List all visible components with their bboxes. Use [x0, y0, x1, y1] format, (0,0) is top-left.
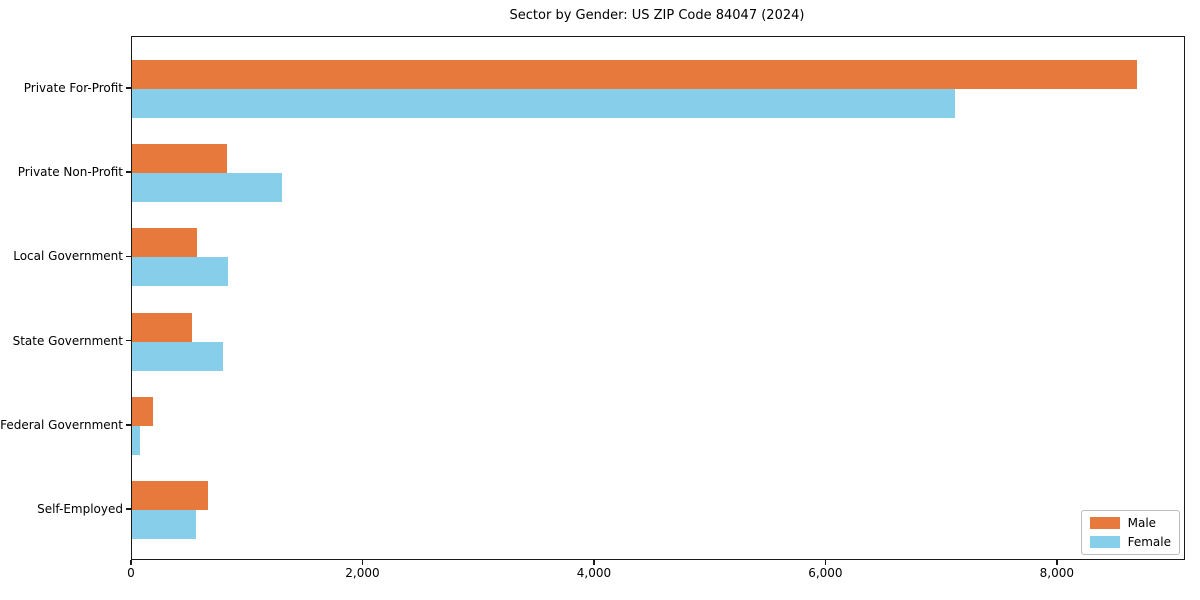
- bar-male-federal-government: [132, 396, 153, 426]
- legend: Male Female: [1080, 510, 1180, 555]
- bar-female-self-employed: [132, 510, 196, 539]
- bar-male-state-government: [132, 312, 193, 342]
- category-label: Private Non-Profit: [17, 165, 123, 180]
- x-tick-label: 0: [127, 566, 135, 580]
- bar-female-private-non-profit: [132, 173, 283, 203]
- x-tick-label: 2,000: [345, 566, 380, 580]
- y-tick-mark: [125, 87, 131, 89]
- category-label: Local Government: [13, 249, 123, 264]
- y-tick-mark: [125, 424, 131, 426]
- x-tick-label: 4,000: [576, 566, 612, 580]
- bar-male-private-non-profit: [132, 144, 227, 174]
- y-tick-mark: [125, 171, 131, 173]
- y-tick-mark: [125, 339, 131, 342]
- category-label: State Government: [12, 333, 123, 348]
- legend-label: Female: [1127, 535, 1171, 549]
- y-axis-labels: Private For-Profit Private Non-Profit Loca…: [0, 36, 123, 558]
- x-tick-label: 6,000: [808, 566, 843, 580]
- bar-male-local-government: [132, 228, 197, 258]
- chart-title: Sector by Gender: US ZIP Code 84047 (202…: [509, 8, 805, 23]
- bar-male-private-for-profit: [132, 60, 1137, 89]
- plot-area: Male Female: [131, 36, 1185, 560]
- legend-item-female: Female: [1089, 535, 1171, 549]
- category-label: Federal Government: [0, 417, 123, 432]
- bar-male-self-employed: [132, 481, 209, 510]
- x-tick-mark: [593, 559, 595, 565]
- x-tick-mark: [1056, 559, 1058, 565]
- legend-item-male: Male: [1089, 516, 1171, 530]
- bar-female-private-for-profit: [132, 89, 955, 118]
- bar-female-state-government: [132, 341, 224, 371]
- x-tick-mark: [130, 559, 132, 565]
- category-label: Private For-Profit: [23, 81, 123, 95]
- bar-female-local-government: [132, 257, 229, 287]
- legend-label: Male: [1127, 516, 1157, 530]
- x-tick-mark: [361, 559, 364, 565]
- bar-female-federal-government: [132, 425, 141, 455]
- legend-swatch-male: [1089, 517, 1120, 529]
- category-label: Self-Employed: [37, 502, 123, 516]
- y-tick-mark: [125, 255, 131, 258]
- x-tick-mark: [824, 559, 827, 565]
- y-tick-mark: [125, 508, 131, 510]
- x-tick-label: 8,000: [1039, 566, 1075, 580]
- legend-swatch-female: [1089, 536, 1120, 548]
